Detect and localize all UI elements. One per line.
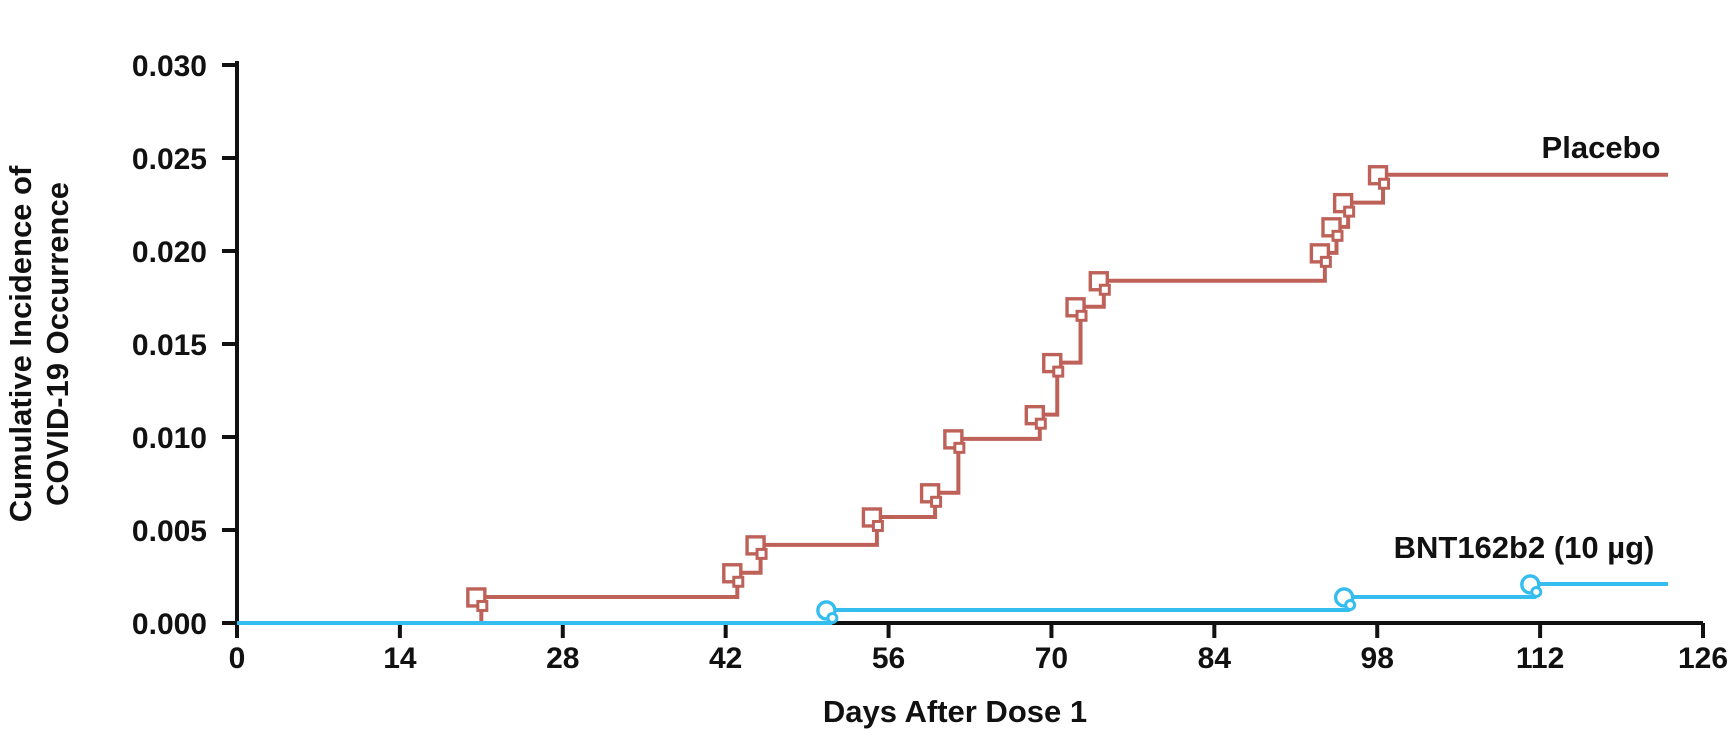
x-axis-tick-label: 98: [1361, 642, 1394, 675]
y-axis-tick-label: 0.020: [132, 236, 207, 269]
y-axis-tick-label: 0.010: [132, 422, 207, 455]
event-marker-square-small: [953, 441, 966, 454]
event-marker-square-small: [1098, 283, 1111, 296]
event-marker-square-small: [755, 547, 768, 560]
step-line: [237, 581, 1669, 625]
event-marker-square-small: [732, 575, 745, 588]
event-marker-square-small: [1052, 365, 1065, 378]
event-marker-square-small: [1075, 309, 1088, 322]
event-marker-circle-small: [826, 611, 839, 624]
event-marker-square-small: [1319, 255, 1332, 268]
x-axis-tick-label: 56: [872, 642, 905, 675]
bnt162b2-series-label: BNT162b2 (10 µg): [1394, 530, 1655, 565]
x-axis-tick-label: 84: [1198, 642, 1232, 675]
x-axis-tick-label: 112: [1516, 642, 1564, 675]
x-axis-title: Days After Dose 1: [823, 694, 1087, 729]
x-axis-tick-label: 28: [546, 642, 579, 675]
x-axis-tick-label: 14: [383, 642, 417, 675]
event-marker-square-small: [1378, 177, 1391, 190]
curves-group: [237, 165, 1669, 625]
event-marker-square-small: [1343, 205, 1356, 218]
y-axis-title-line2: COVID-19 Occurrence: [40, 182, 75, 506]
y-axis-tick-label: 0.005: [132, 515, 207, 548]
event-marker-square-small: [1034, 417, 1047, 430]
event-marker-circle-small: [1530, 585, 1543, 598]
y-axis-tick-label: 0.015: [132, 329, 207, 362]
x-axis-tick-label: 70: [1035, 642, 1068, 675]
axes-group: 0.000 0.005 0.010 0.015 0.020 0.025 0.030 0 14 28…: [132, 50, 1728, 675]
event-marker-square-small: [1331, 229, 1344, 242]
y-axis-tick-label: 0.000: [132, 608, 207, 641]
placebo-curve: [237, 165, 1669, 625]
placebo-series-label: Placebo: [1542, 130, 1661, 165]
y-axis-tick-label: 0.030: [132, 50, 207, 83]
y-axis-title-line1: Cumulative Incidence of: [3, 165, 38, 522]
x-axis-tick-label: 126: [1678, 642, 1728, 675]
x-axis-tick-label: 0: [229, 642, 246, 675]
x-axis-tick-label: 42: [709, 642, 742, 675]
event-marker-square-small: [476, 599, 489, 612]
event-marker-square-small: [930, 495, 943, 508]
event-marker-square-small: [871, 519, 884, 532]
y-axis-tick-label: 0.025: [132, 143, 207, 176]
event-marker-circle-small: [1344, 598, 1357, 611]
bnt162b2-curve: [237, 574, 1669, 625]
